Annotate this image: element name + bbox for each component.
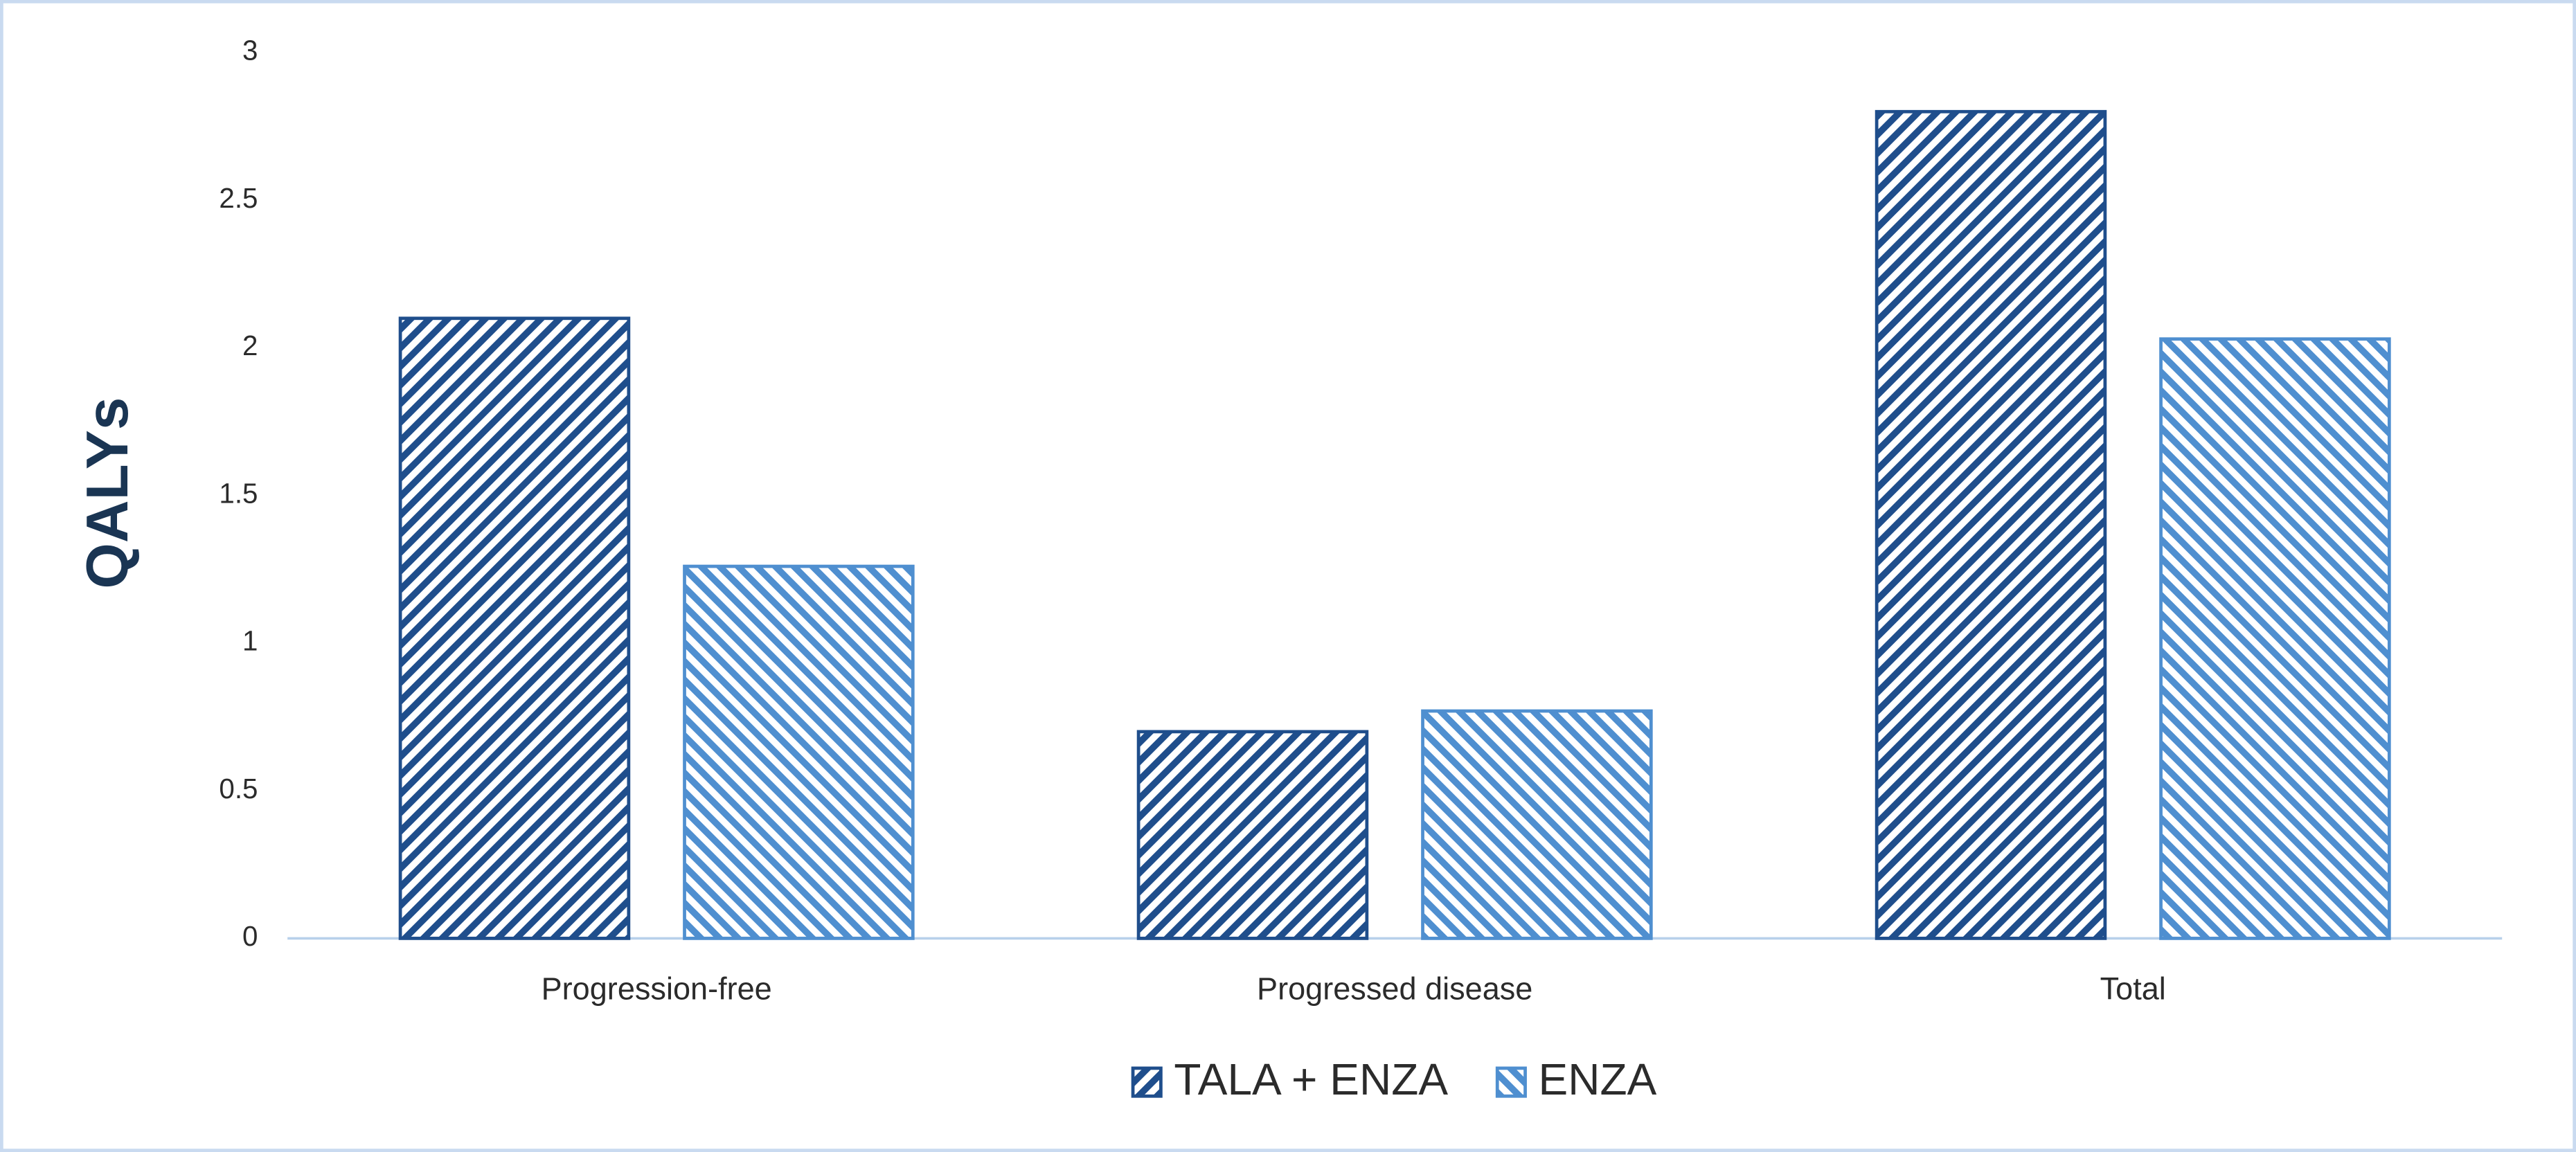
y-tick-label: 1.5 [219, 477, 258, 509]
y-tick-label: 1 [242, 625, 258, 657]
x-tick-label: Progression-free [542, 971, 772, 1006]
legend-swatch [1495, 1066, 1527, 1098]
legend-swatch [1131, 1066, 1163, 1098]
x-tick-label: Progressed disease [1257, 971, 1532, 1006]
bar [1136, 730, 1369, 940]
bar [683, 564, 915, 940]
bar [2159, 337, 2391, 940]
y-tick-label: 0.5 [219, 773, 258, 804]
y-tick-label: 0 [242, 920, 258, 952]
bar [1421, 709, 1653, 940]
y-axis-title: QALYs [75, 397, 141, 589]
legend-item: TALA + ENZA [1131, 1054, 1448, 1104]
x-tick-label: Total [2100, 971, 2166, 1006]
bar [398, 316, 631, 940]
y-tick-label: 2 [242, 330, 258, 361]
legend-item: ENZA [1495, 1054, 1657, 1104]
legend-label: ENZA [1539, 1054, 1657, 1104]
bar [1875, 109, 2107, 940]
y-tick-label: 2.5 [219, 182, 258, 214]
legend-label: TALA + ENZA [1174, 1054, 1448, 1104]
y-tick-label: 3 [242, 35, 258, 66]
